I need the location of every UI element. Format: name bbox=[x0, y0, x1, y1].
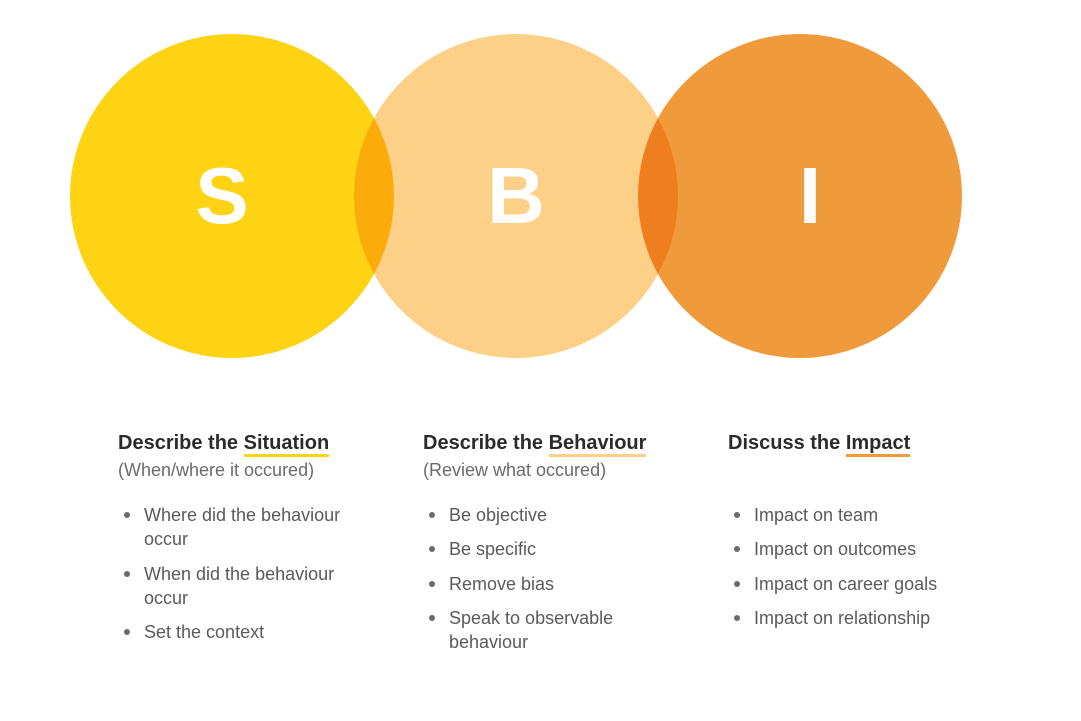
list-item: Speak to observable behaviour bbox=[423, 606, 673, 655]
column-title: Discuss the Impact bbox=[728, 430, 978, 456]
list-item: Be specific bbox=[423, 537, 673, 561]
column-subtitle: (Review what occured) bbox=[423, 460, 673, 481]
bullet-list: Be objective Be specific Remove bias Speak … bbox=[423, 503, 673, 664]
list-item: Remove bias bbox=[423, 572, 673, 596]
title-underlined: Situation bbox=[244, 432, 330, 457]
column-situation: Describe the Situation (When/where it oc… bbox=[118, 430, 368, 664]
bullet-list: Where did the behaviour occur When did th… bbox=[118, 503, 368, 654]
list-item: Set the context bbox=[118, 620, 368, 644]
column-behaviour: Describe the Behaviour (Review what occu… bbox=[423, 430, 673, 664]
column-title: Describe the Situation bbox=[118, 430, 368, 456]
columns-area: Describe the Situation (When/where it oc… bbox=[118, 430, 978, 664]
circle-letter-i: I bbox=[750, 156, 870, 236]
list-item: Where did the behaviour occur bbox=[118, 503, 368, 552]
list-item: Impact on outcomes bbox=[728, 537, 978, 561]
list-item: Be objective bbox=[423, 503, 673, 527]
column-title: Describe the Behaviour bbox=[423, 430, 673, 456]
circle-letter-s: S bbox=[162, 156, 282, 236]
column-impact: Discuss the Impact Impact on teamImpact … bbox=[728, 430, 978, 664]
list-item: When did the behaviour occur bbox=[118, 562, 368, 611]
title-prefix: Describe the bbox=[118, 432, 244, 454]
title-prefix: Describe the bbox=[423, 432, 549, 454]
list-item: Impact on relationship bbox=[728, 606, 978, 630]
bullet-list: Impact on team Impact on outcomes Impact o… bbox=[728, 503, 978, 640]
sbi-diagram: S B I Describe the Situation (When/where… bbox=[0, 0, 1081, 721]
title-underlined: Behaviour bbox=[549, 432, 647, 457]
circle-letter-b: B bbox=[456, 156, 576, 236]
list-item: Impact on career goals bbox=[728, 572, 978, 596]
column-subtitle: (When/where it occured) bbox=[118, 460, 368, 481]
column-subtitle bbox=[728, 460, 978, 481]
list-item: Impact on team bbox=[728, 503, 978, 527]
title-underlined: Impact bbox=[846, 432, 910, 457]
title-prefix: Discuss the bbox=[728, 432, 846, 454]
